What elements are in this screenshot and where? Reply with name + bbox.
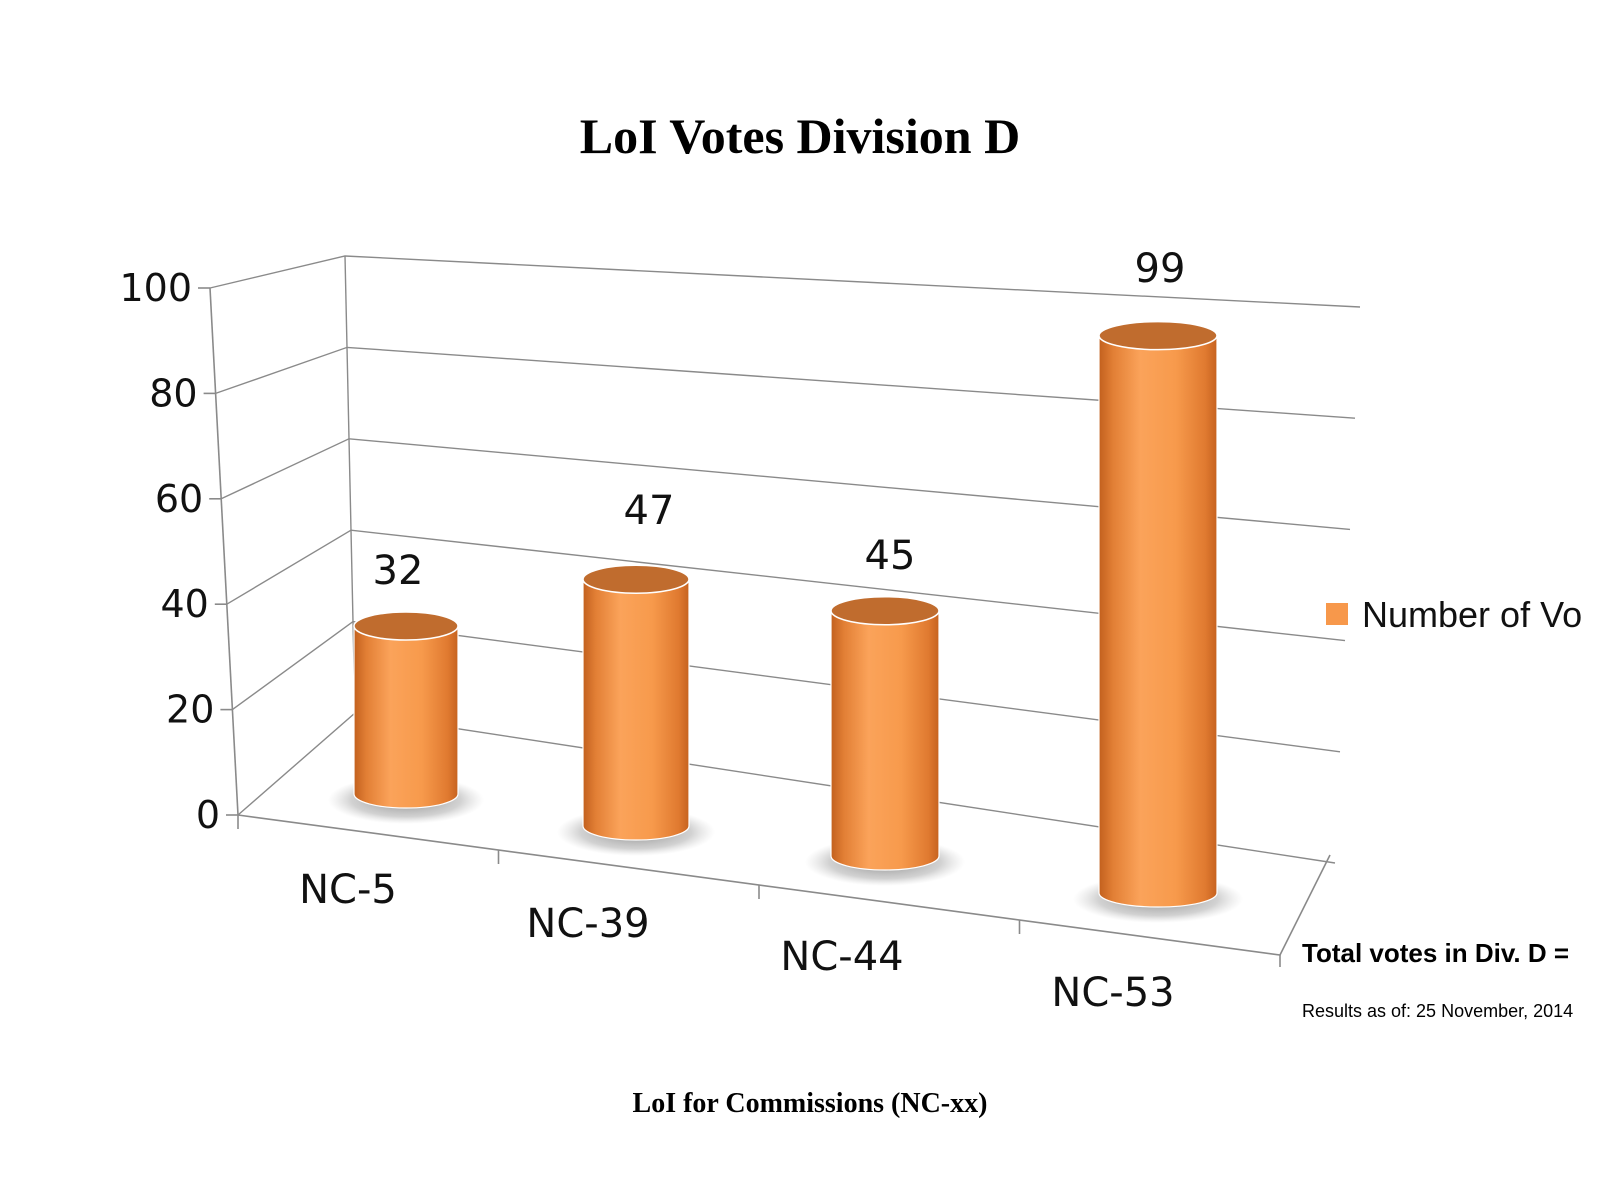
- y-tick-label: 40: [160, 582, 208, 626]
- bar-top-NC-44: [830, 596, 940, 626]
- y-tick-label: 20: [166, 688, 214, 732]
- bar-top-NC-53: [1098, 320, 1218, 351]
- x-tick-label: NC-44: [780, 934, 903, 980]
- data-label: 32: [373, 548, 424, 594]
- x-tick-label: NC-53: [1051, 970, 1174, 1016]
- x-tick-label: NC-39: [526, 901, 649, 947]
- axes: 0 20 40 60 80 100: [119, 255, 1361, 967]
- data-labels: 32 NC-5 47 NC-39 45 NC-44 99 NC-53: [299, 246, 1185, 1016]
- data-label: 47: [624, 488, 675, 534]
- total-votes-note: Total votes in Div. D =: [1302, 938, 1569, 968]
- bar-NC-5: [353, 625, 459, 809]
- results-date-note: Results as of: 25 November, 2014: [1302, 1001, 1573, 1021]
- bars: [328, 320, 1243, 923]
- y-tick-label: 60: [155, 477, 203, 521]
- back-left-edge: [344, 255, 356, 714]
- data-label: 45: [865, 533, 916, 579]
- x-tick-label: NC-5: [299, 867, 397, 913]
- chart-title: LoI Votes Division D: [580, 108, 1020, 164]
- bar-top-NC-39: [582, 564, 690, 594]
- legend-label: Number of Vo: [1362, 594, 1582, 635]
- gridline: [209, 255, 1361, 308]
- y-tick-label: 0: [196, 793, 220, 837]
- x-axis-label: LoI for Commissions (NC-xx): [633, 1088, 988, 1119]
- bar-top-NC-5: [353, 611, 459, 641]
- y-tick-label: 80: [149, 371, 197, 415]
- legend-swatch: [1326, 603, 1348, 625]
- bar-NC-53: [1098, 335, 1218, 908]
- data-label: 99: [1135, 246, 1186, 292]
- y-tick-label: 100: [119, 266, 192, 310]
- y-axis-line: [209, 287, 239, 816]
- bar-NC-44: [830, 610, 940, 871]
- bar-NC-39: [582, 578, 690, 841]
